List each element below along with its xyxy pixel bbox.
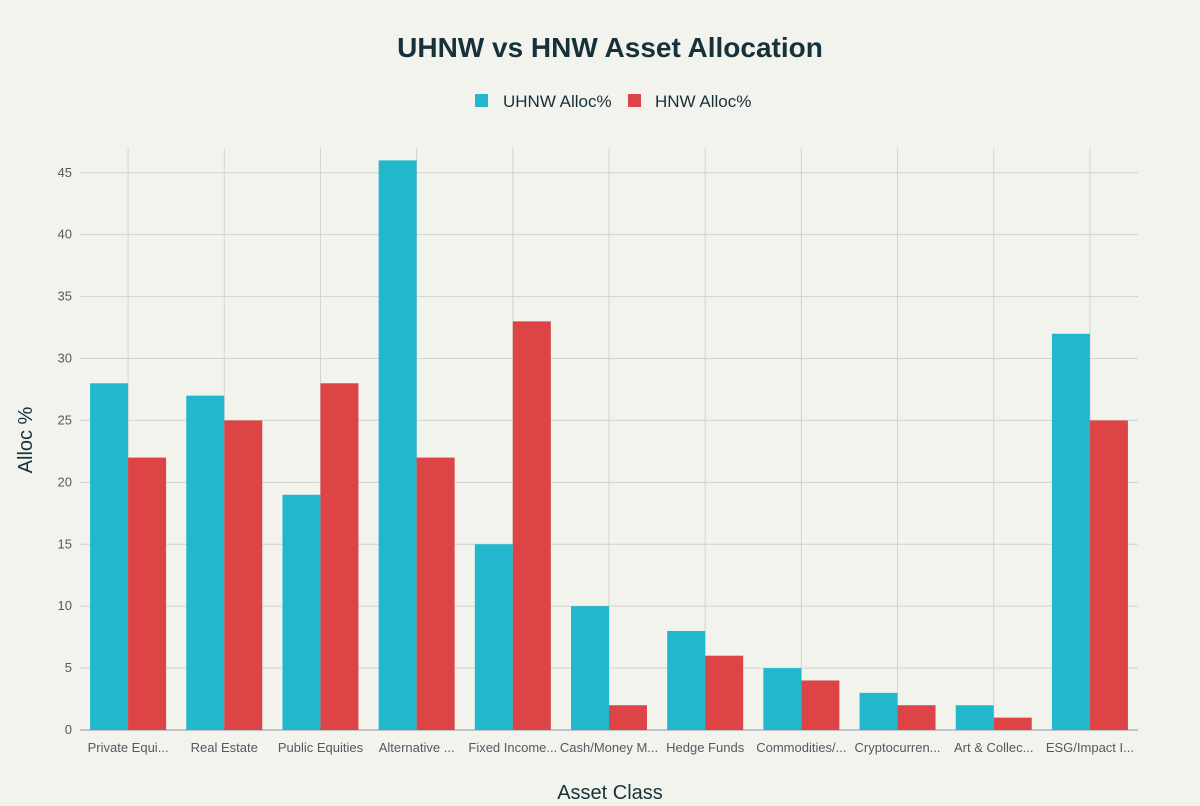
y-tick-label: 40 bbox=[58, 227, 72, 242]
bar-uhnw[interactable] bbox=[955, 705, 994, 730]
bar-uhnw[interactable] bbox=[90, 383, 129, 730]
bar-uhnw[interactable] bbox=[859, 692, 898, 730]
chart-title: UHNW vs HNW Asset Allocation bbox=[397, 32, 823, 63]
bar-uhnw[interactable] bbox=[474, 544, 513, 730]
x-tick-label: Hedge Funds bbox=[666, 740, 745, 755]
bar-uhnw[interactable] bbox=[378, 160, 417, 730]
y-tick-label: 25 bbox=[58, 412, 72, 427]
x-tick-label: Real Estate bbox=[191, 740, 258, 755]
x-tick-label: Art & Collec... bbox=[954, 740, 1033, 755]
x-tick-label: Cryptocurren... bbox=[855, 740, 941, 755]
y-tick-label: 15 bbox=[58, 536, 72, 551]
y-tick-label: 30 bbox=[58, 351, 72, 366]
y-tick-label: 5 bbox=[65, 660, 72, 675]
bar-hnw[interactable] bbox=[416, 457, 455, 730]
bar-hnw[interactable] bbox=[705, 655, 744, 730]
y-tick-label: 45 bbox=[58, 165, 72, 180]
x-tick-label: Fixed Income... bbox=[468, 740, 557, 755]
y-tick-label: 0 bbox=[65, 722, 72, 737]
bar-uhnw[interactable] bbox=[282, 494, 321, 730]
x-axis-title: Asset Class bbox=[557, 782, 663, 804]
bar-uhnw[interactable] bbox=[667, 630, 706, 730]
y-axis-title: Alloc % bbox=[15, 406, 37, 473]
bar-uhnw[interactable] bbox=[763, 668, 802, 730]
bar-hnw[interactable] bbox=[993, 717, 1032, 730]
bar-uhnw[interactable] bbox=[571, 606, 609, 730]
bar-hnw[interactable] bbox=[320, 383, 359, 730]
bar-hnw[interactable] bbox=[609, 705, 647, 730]
bar-hnw[interactable] bbox=[1089, 420, 1128, 730]
x-tick-label: Alternative ... bbox=[379, 740, 455, 755]
bar-hnw[interactable] bbox=[801, 680, 840, 730]
bar-hnw[interactable] bbox=[512, 321, 551, 730]
x-tick-label: Commodities/... bbox=[756, 740, 846, 755]
legend-swatch-hnw[interactable] bbox=[628, 94, 641, 107]
tick-layer: 0 5 10 15 20 25 30 35 40 45 Private Equi... Real Es… bbox=[58, 165, 1134, 755]
bar-uhnw[interactable] bbox=[1051, 333, 1090, 730]
bar-layer bbox=[90, 160, 1128, 730]
y-tick-label: 35 bbox=[58, 289, 72, 304]
legend-label-hnw[interactable]: HNW Alloc% bbox=[655, 92, 751, 111]
y-tick-label: 10 bbox=[58, 598, 72, 613]
bar-hnw[interactable] bbox=[224, 420, 263, 730]
bar-hnw[interactable] bbox=[897, 705, 936, 730]
legend-swatch-uhnw[interactable] bbox=[475, 94, 488, 107]
bar-hnw[interactable] bbox=[128, 457, 167, 730]
x-tick-label: ESG/Impact I... bbox=[1046, 740, 1134, 755]
x-tick-label: Public Equities bbox=[278, 740, 364, 755]
legend[interactable]: UHNW Alloc% HNW Alloc% bbox=[475, 92, 751, 111]
legend-label-uhnw[interactable]: UHNW Alloc% bbox=[503, 92, 612, 111]
x-tick-label: Private Equi... bbox=[88, 740, 169, 755]
y-tick-label: 20 bbox=[58, 474, 72, 489]
bar-uhnw[interactable] bbox=[186, 395, 225, 730]
x-tick-label: Cash/Money M... bbox=[560, 740, 658, 755]
